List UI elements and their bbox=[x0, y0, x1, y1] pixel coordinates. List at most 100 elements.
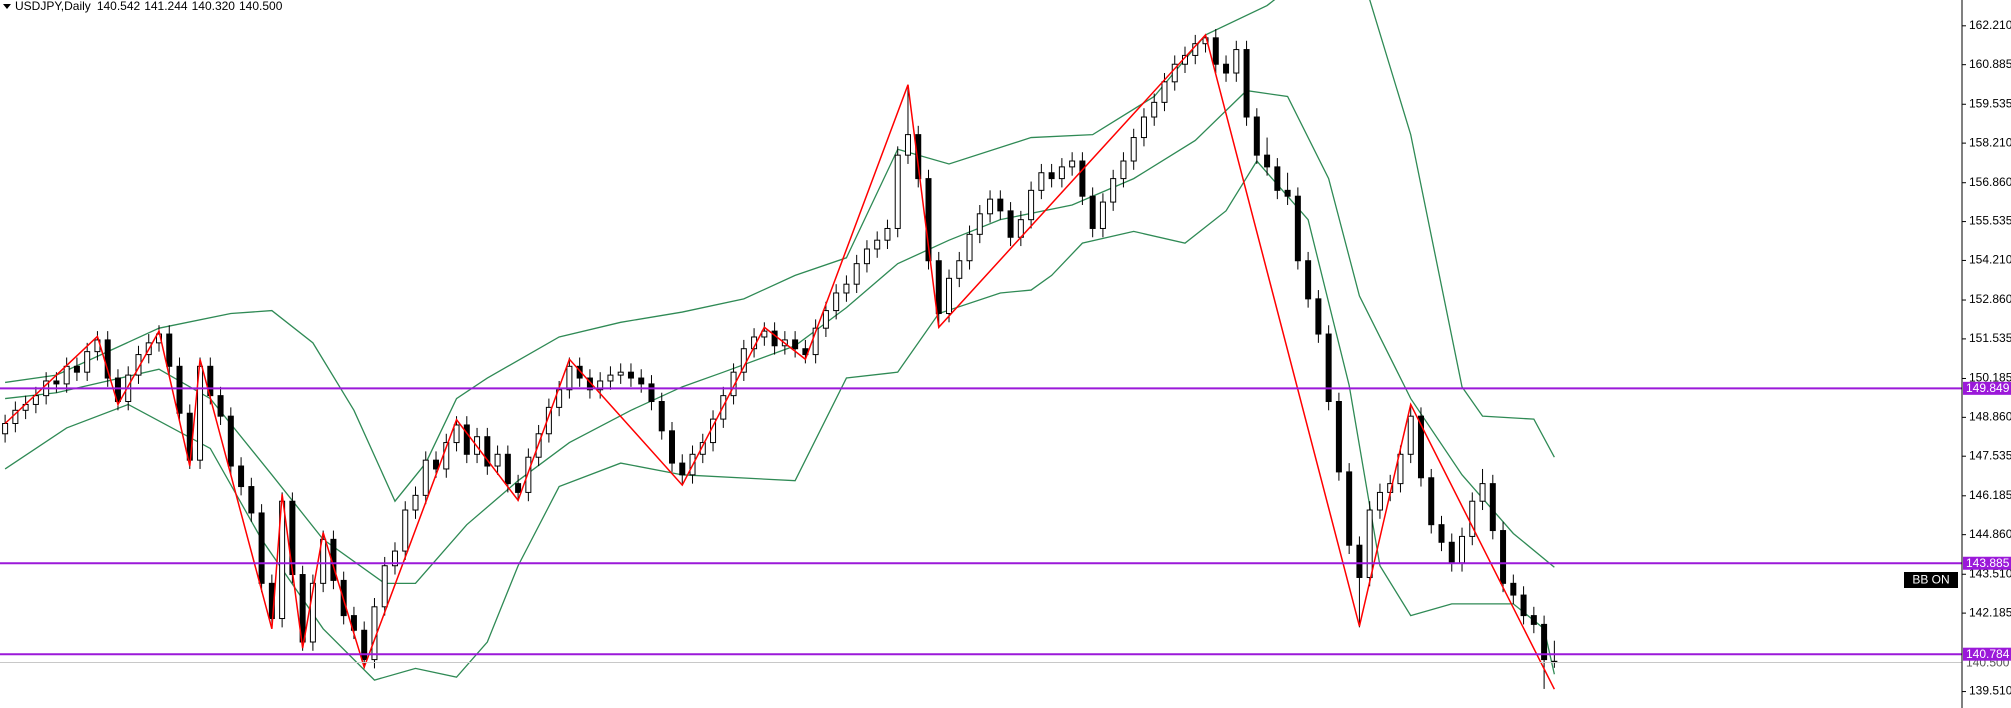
candle-body bbox=[1028, 189, 1035, 221]
candle-body bbox=[381, 565, 388, 608]
high: 141.244 bbox=[144, 0, 188, 13]
candle-body bbox=[1520, 594, 1527, 617]
candle-body bbox=[2, 423, 9, 435]
candle-body bbox=[1407, 415, 1414, 455]
y-tick-label: 144.860 bbox=[1969, 527, 2011, 541]
candle-body bbox=[1099, 201, 1106, 229]
candle-body bbox=[576, 365, 583, 379]
candle-body bbox=[1161, 81, 1168, 103]
y-tick-label: 156.860 bbox=[1969, 175, 2011, 189]
candle-body bbox=[1448, 541, 1455, 564]
candle-body bbox=[925, 178, 932, 262]
price-axis: 162.210 160.885 159.535 158.210 156.860 155.5… bbox=[1961, 0, 2011, 708]
candle-body bbox=[104, 339, 111, 379]
candle-body bbox=[915, 134, 922, 180]
bollinger-band bbox=[5, 89, 1555, 584]
y-tick-label: 154.210 bbox=[1969, 253, 2011, 267]
candle-body bbox=[1479, 483, 1486, 502]
y-tick-label: 146.185 bbox=[1969, 488, 2011, 502]
candle-body bbox=[299, 574, 306, 643]
candle-body bbox=[53, 380, 60, 385]
level-label: 149.849 bbox=[1966, 381, 2010, 395]
candle-body bbox=[627, 371, 634, 379]
header-arrow[interactable] bbox=[3, 4, 11, 9]
y-tick-label: 162.210 bbox=[1969, 18, 2011, 32]
candle-body bbox=[1110, 178, 1117, 203]
open: 140.542 bbox=[97, 0, 141, 13]
candle-body bbox=[114, 377, 121, 403]
plot-area bbox=[0, 0, 1962, 690]
button-bg[interactable] bbox=[1904, 572, 1958, 588]
candle-body bbox=[874, 239, 881, 250]
candle-body bbox=[258, 512, 265, 584]
candle-body bbox=[556, 389, 563, 408]
level-label-bg bbox=[1963, 556, 2011, 570]
candle-body bbox=[63, 365, 70, 385]
candle-body bbox=[412, 494, 419, 511]
candle-body bbox=[402, 509, 409, 552]
zigzag bbox=[4, 33, 1556, 690]
candle-body bbox=[1356, 544, 1363, 578]
candle-body bbox=[1438, 524, 1445, 543]
candle-body bbox=[391, 550, 398, 567]
candle-body bbox=[1500, 530, 1507, 584]
candle-body bbox=[320, 538, 327, 584]
chart-header: USDJPY,Daily 140.542 141.244 140.320 140.500 bbox=[3, 0, 283, 13]
y-tick-label: 155.535 bbox=[1969, 214, 2011, 228]
button-label[interactable]: BB ON bbox=[1912, 573, 1949, 587]
candle-body bbox=[904, 134, 911, 156]
bollinger-band bbox=[4, 159, 1555, 681]
level-label-bg bbox=[1963, 381, 2011, 395]
candle-body bbox=[863, 248, 870, 265]
candle-body bbox=[463, 424, 470, 455]
candle-body bbox=[935, 260, 942, 315]
y-tick-label: 159.535 bbox=[1969, 96, 2011, 110]
candle-body bbox=[1130, 137, 1137, 162]
low: 140.320 bbox=[192, 0, 236, 13]
candle-body bbox=[361, 629, 368, 661]
candle-body bbox=[997, 198, 1004, 212]
candle-body bbox=[761, 330, 768, 338]
candle-body bbox=[812, 327, 819, 356]
candle-body bbox=[1089, 195, 1096, 229]
header-text: USDJPY,Daily 140.542 141.244 140.320 140.500 bbox=[15, 0, 283, 13]
candle-body bbox=[987, 198, 994, 215]
candle-body bbox=[1489, 483, 1496, 532]
candle-body bbox=[669, 430, 675, 464]
candle-body bbox=[1510, 582, 1517, 596]
candle-body bbox=[1212, 37, 1219, 65]
y-tick-label: 142.185 bbox=[1969, 605, 2011, 619]
candle-body bbox=[1223, 63, 1230, 74]
candle-body bbox=[1469, 500, 1476, 537]
y-tick-label: 160.885 bbox=[1969, 57, 2011, 71]
candle-body bbox=[1417, 415, 1424, 479]
candle-body bbox=[617, 371, 624, 376]
level-label: 143.885 bbox=[1966, 556, 2010, 570]
candle-body bbox=[1346, 471, 1353, 546]
candle-body bbox=[1253, 116, 1260, 156]
candle-body bbox=[1376, 491, 1383, 511]
candle-body bbox=[1428, 477, 1435, 526]
bb-button[interactable]: BB ON bbox=[1904, 572, 1958, 588]
candle-body bbox=[1038, 172, 1045, 191]
candle-body bbox=[176, 365, 183, 414]
candle-body bbox=[217, 395, 224, 417]
level-label-bg bbox=[1963, 647, 2011, 661]
candle-body bbox=[309, 582, 316, 643]
candle-body bbox=[1459, 535, 1466, 564]
candle-body bbox=[566, 365, 573, 391]
candle-body bbox=[1079, 160, 1086, 197]
symbol: USDJPY,Daily bbox=[15, 0, 91, 13]
candle-body bbox=[1305, 260, 1312, 300]
candle-body bbox=[966, 233, 973, 262]
candle-body bbox=[1140, 116, 1147, 139]
candle-body bbox=[946, 277, 953, 315]
candle-body bbox=[1325, 333, 1332, 403]
candle-body bbox=[227, 415, 234, 467]
y-tick-label: 147.535 bbox=[1969, 448, 2011, 462]
candle-body bbox=[238, 465, 245, 488]
candle-body bbox=[166, 333, 173, 367]
y-tick-label: 151.535 bbox=[1969, 331, 2011, 345]
